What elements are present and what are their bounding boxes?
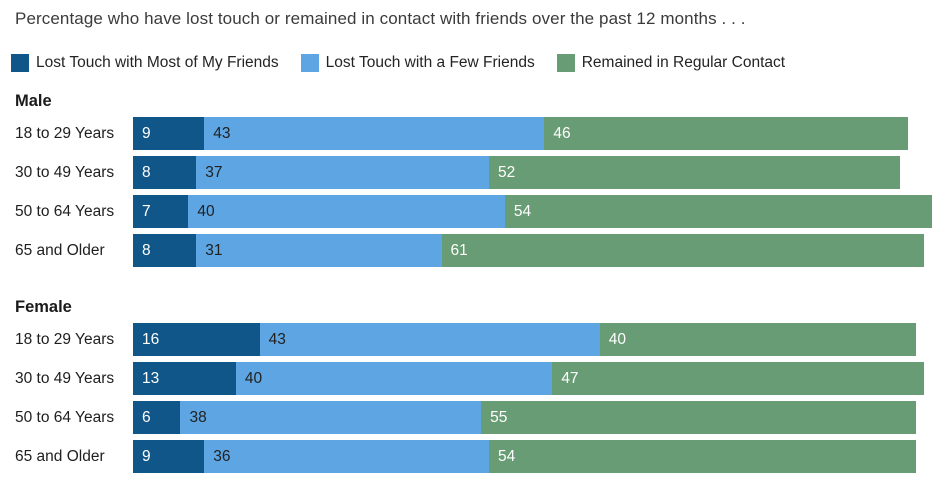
group-rows-male: 18 to 29 Years 9 43 46 30 to 49 Years 8 … (0, 117, 940, 267)
row-label: 18 to 29 Years (15, 330, 115, 348)
bar-segment-lost-most: 7 (133, 195, 189, 228)
bar-value: 7 (142, 202, 151, 220)
legend-swatch-green-icon (556, 54, 575, 72)
bar-segment-lost-most: 6 (133, 401, 181, 434)
group-header-female: Female (15, 298, 72, 316)
bar-value: 31 (205, 241, 223, 259)
bar-segment-regular-contact: 52 (489, 156, 901, 189)
bar-segment-lost-few: 31 (196, 234, 442, 267)
bar-segment-lost-most: 8 (133, 156, 197, 189)
bar-value: 61 (450, 241, 468, 259)
bar-value: 38 (189, 408, 207, 426)
group-rows-female: 18 to 29 Years 16 43 40 30 to 49 Years 1… (0, 323, 940, 473)
legend-swatch-dark-blue-icon (11, 54, 29, 72)
legend-item-lost-most: Lost Touch with Most of My Friends (11, 54, 279, 72)
bar-value: 54 (498, 447, 516, 465)
bar-value: 6 (142, 408, 151, 426)
bar-track: 9 43 46 (133, 117, 940, 150)
bar-value: 46 (553, 124, 571, 142)
legend-item-lost-few: Lost Touch with a Few Friends (300, 54, 535, 72)
bar-value: 52 (498, 163, 516, 181)
bar-value: 9 (142, 447, 151, 465)
bar-value: 8 (142, 163, 151, 181)
bar-segment-regular-contact: 55 (481, 401, 917, 434)
bar-value: 40 (608, 330, 627, 348)
bar-segment-lost-most: 13 (133, 362, 236, 395)
bar-segment-lost-most: 9 (133, 440, 205, 473)
bar-segment-regular-contact: 54 (489, 440, 917, 473)
bar-value: 36 (213, 447, 231, 465)
bar-segment-lost-few: 43 (204, 117, 545, 150)
chart-title: Percentage who have lost touch or remain… (15, 9, 746, 28)
bar-segment-lost-most: 16 (133, 323, 260, 356)
bar-segment-regular-contact: 61 (441, 234, 925, 267)
group-header-male: Male (15, 92, 52, 110)
bar-track: 9 36 54 (133, 440, 940, 473)
bar-value: 13 (142, 369, 160, 387)
legend-label: Lost Touch with a Few Friends (325, 54, 535, 71)
bar-row: 50 to 64 Years 6 38 55 (0, 401, 940, 434)
bar-track: 16 43 40 (133, 323, 940, 356)
bar-segment-lost-most: 9 (133, 117, 205, 150)
bar-segment-lost-most: 8 (133, 234, 197, 267)
bar-value: 43 (268, 330, 286, 348)
bar-value: 37 (205, 163, 223, 181)
row-label: 30 to 49 Years (15, 163, 115, 181)
bar-value: 8 (142, 241, 151, 259)
bar-segment-regular-contact: 46 (544, 117, 909, 150)
bar-segment-lost-few: 38 (180, 401, 482, 434)
bar-value: 43 (213, 124, 231, 142)
bar-track: 13 40 47 (133, 362, 940, 395)
bar-row: 50 to 64 Years 7 40 54 (0, 195, 940, 228)
legend-item-regular-contact: Remained in Regular Contact (556, 54, 786, 72)
row-label: 50 to 64 Years (15, 408, 115, 426)
bar-segment-lost-few: 37 (196, 156, 490, 189)
bar-value: 54 (513, 202, 532, 220)
bar-row: 30 to 49 Years 8 37 52 (0, 156, 940, 189)
bar-track: 8 37 52 (133, 156, 940, 189)
row-label: 65 and Older (15, 447, 105, 465)
bar-row: 30 to 49 Years 13 40 47 (0, 362, 940, 395)
bar-value: 9 (142, 124, 151, 142)
bar-segment-regular-contact: 47 (552, 362, 925, 395)
bar-value: 55 (490, 408, 508, 426)
legend: Lost Touch with Most of My Friends Lost … (11, 54, 940, 72)
row-label: 65 and Older (15, 241, 105, 259)
legend-swatch-light-blue-icon (300, 54, 319, 72)
bar-track: 8 31 61 (133, 234, 940, 267)
bar-segment-lost-few: 40 (188, 195, 505, 228)
bar-segment-lost-few: 36 (204, 440, 490, 473)
bar-segment-regular-contact: 40 (599, 323, 917, 356)
bar-row: 18 to 29 Years 16 43 40 (0, 323, 940, 356)
bar-value: 47 (561, 369, 579, 387)
bar-segment-lost-few: 43 (259, 323, 600, 356)
bar-row: 18 to 29 Years 9 43 46 (0, 117, 940, 150)
bar-segment-lost-few: 40 (235, 362, 553, 395)
bar-track: 6 38 55 (133, 401, 940, 434)
row-label: 30 to 49 Years (15, 369, 115, 387)
bar-value: 40 (197, 202, 215, 220)
row-label: 18 to 29 Years (15, 124, 115, 142)
bar-value: 16 (142, 330, 160, 348)
legend-label: Lost Touch with Most of My Friends (36, 54, 279, 71)
legend-label: Remained in Regular Contact (581, 54, 786, 71)
bar-row: 65 and Older 9 36 54 (0, 440, 940, 473)
bar-segment-regular-contact: 54 (504, 195, 933, 228)
bar-row: 65 and Older 8 31 61 (0, 234, 940, 267)
bar-value: 40 (244, 369, 263, 387)
bar-track: 7 40 54 (133, 195, 940, 228)
row-label: 50 to 64 Years (15, 202, 115, 220)
